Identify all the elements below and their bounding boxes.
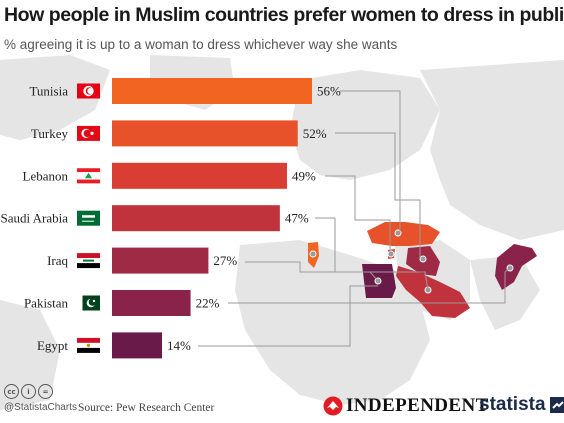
turkey-map-shape [367,222,440,246]
independent-wordmark: INDEPENDENT [346,395,489,416]
egypt-flag-icon [77,337,100,353]
bar-iraq[interactable] [112,247,209,274]
category-label-tunisia: Tunisia [29,84,68,99]
value-label-pakistan: 22% [196,296,220,311]
statista-logo[interactable]: statista [479,394,564,416]
tunisia-flag-icon [77,83,100,99]
independent-logo[interactable]: INDEPENDENT [322,395,489,417]
bar-turkey[interactable] [112,120,298,147]
eagle-icon [323,396,343,416]
category-label-egypt: Egypt [37,338,68,353]
source-note: Source: Pew Research Center [78,402,215,414]
iraq-flag-icon [77,253,100,269]
statista-wordmark: statista [479,394,546,415]
category-label-saudi-arabia: Saudi Arabia [0,211,68,226]
category-label-turkey: Turkey [31,126,69,141]
bar-tunisia[interactable] [112,78,312,104]
value-label-saudi-arabia: 47% [285,211,309,226]
attribution-icon[interactable]: i [21,384,36,399]
value-label-egypt: 14% [167,338,191,353]
no-derivatives-icon[interactable]: = [38,384,53,399]
statista-handle[interactable]: @StatistaCharts [4,402,77,413]
value-label-turkey: 52% [303,126,327,141]
value-label-lebanon: 49% [292,168,316,183]
category-label-lebanon: Lebanon [23,168,69,183]
saudi-arabia-flag-icon [77,210,100,226]
statista-icon [549,397,564,413]
bar-saudi-arabia[interactable] [112,205,280,232]
chart-subtitle: % agreeing it is up to a woman to dress … [4,37,398,52]
value-label-tunisia: 56% [317,84,341,99]
bar-lebanon[interactable] [112,162,287,189]
category-label-pakistan: Pakistan [24,296,69,311]
lebanon-flag-icon [76,168,101,184]
turkey-flag-icon [77,125,100,141]
chart-title: How people in Muslim countries prefer wo… [4,4,564,26]
pakistan-flag-icon [77,295,100,311]
saudi-arabia-map-shape [396,266,470,318]
creative-commons-icon[interactable]: cc [4,384,19,399]
value-label-iraq: 27% [213,253,237,268]
category-label-iraq: Iraq [47,253,68,268]
bar-pakistan[interactable] [112,290,191,316]
bar-egypt[interactable] [112,332,162,359]
license-icons: cc i = [4,384,53,399]
